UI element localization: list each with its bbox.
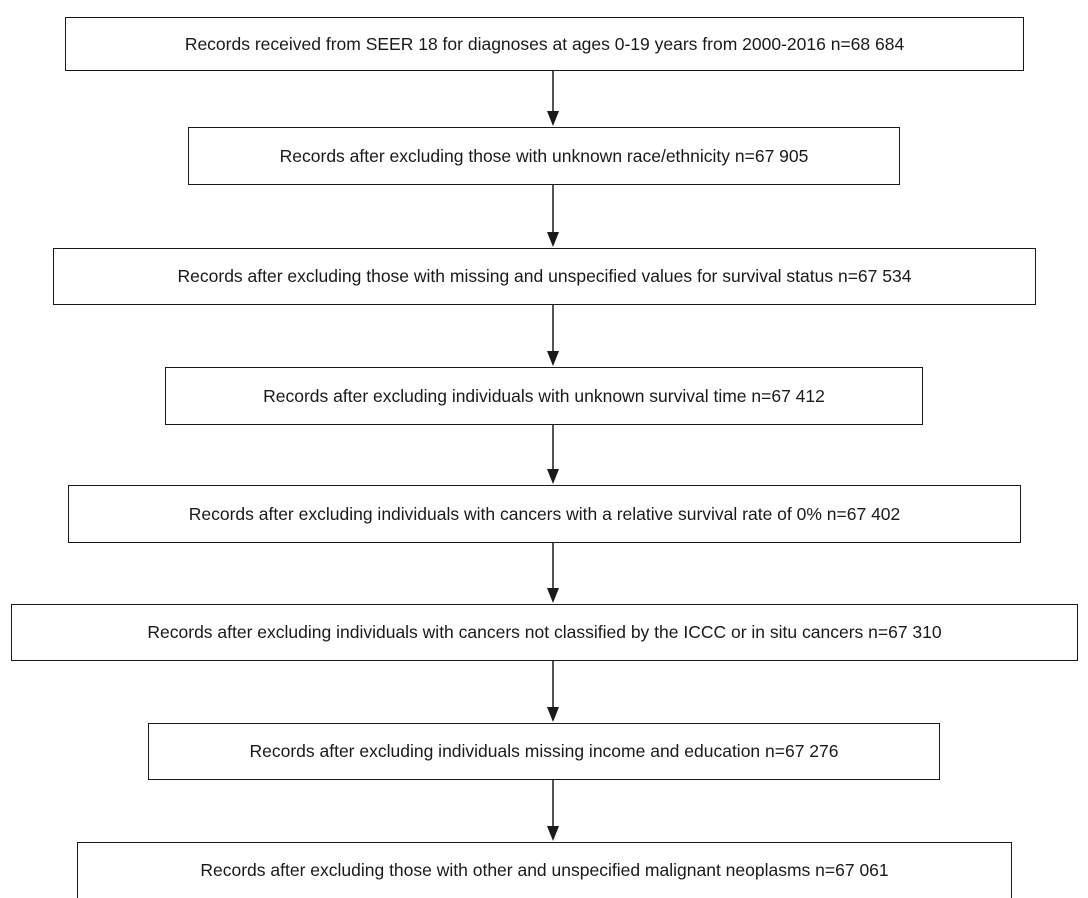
step-8-label: Records after excluding those with other… bbox=[200, 860, 888, 881]
step-7-label: Records after excluding individuals miss… bbox=[249, 741, 838, 762]
arrow-3-to-4 bbox=[544, 305, 562, 367]
step-1-initial-records: Records received from SEER 18 for diagno… bbox=[65, 17, 1024, 71]
step-3-survival-status: Records after excluding those with missi… bbox=[53, 248, 1036, 305]
step-6-iccc-classification: Records after excluding individuals with… bbox=[11, 604, 1078, 661]
step-5-zero-survival-rate: Records after excluding individuals with… bbox=[68, 485, 1021, 543]
step-2-label: Records after excluding those with unkno… bbox=[280, 146, 809, 167]
step-3-label: Records after excluding those with missi… bbox=[178, 266, 912, 287]
step-7-income-education: Records after excluding individuals miss… bbox=[148, 723, 940, 780]
step-6-label: Records after excluding individuals with… bbox=[147, 622, 941, 643]
arrow-4-to-5 bbox=[544, 425, 562, 485]
arrow-2-to-3 bbox=[544, 185, 562, 248]
arrow-1-to-2 bbox=[544, 71, 562, 127]
step-2-race-ethnicity: Records after excluding those with unkno… bbox=[188, 127, 900, 185]
step-4-survival-time: Records after excluding individuals with… bbox=[165, 367, 923, 425]
arrow-5-to-6 bbox=[544, 543, 562, 604]
step-5-label: Records after excluding individuals with… bbox=[189, 504, 901, 525]
step-1-label: Records received from SEER 18 for diagno… bbox=[185, 34, 904, 55]
arrow-6-to-7 bbox=[544, 661, 562, 723]
step-8-other-neoplasms: Records after excluding those with other… bbox=[77, 842, 1012, 898]
arrow-7-to-8 bbox=[544, 780, 562, 842]
step-4-label: Records after excluding individuals with… bbox=[263, 386, 825, 407]
